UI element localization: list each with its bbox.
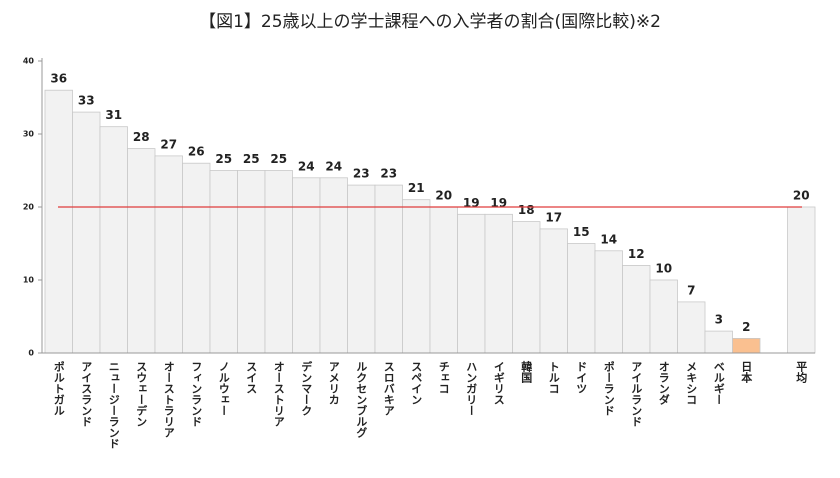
bar [347,184,376,354]
y-tick-label: 0 [28,349,34,358]
value-label: 19 [490,196,507,210]
bar [44,89,73,354]
x-tick-label: スロバキア [382,361,395,416]
bar [154,155,183,354]
x-tick-label: ベルギー [712,361,725,405]
bar [704,330,733,354]
value-label: 27 [160,137,177,151]
x-tick-label: アメリカ [327,361,340,405]
x-tick-label: ノルウェー [217,361,230,416]
value-label: 26 [188,145,205,159]
x-tick-label: イギリス [492,361,505,405]
value-label: 28 [133,130,150,144]
value-label: 20 [793,189,810,203]
x-tick-label: 平均 [795,361,808,384]
value-label: 15 [573,225,590,239]
bar [99,126,128,354]
value-label: 25 [270,152,287,166]
x-tick-label: ポーランド [602,360,615,416]
value-label: 23 [380,167,397,181]
y-tick-label: 10 [23,276,35,285]
x-tick-label: スペイン [410,361,423,405]
bar [127,148,156,354]
value-label: 20 [435,189,452,203]
x-tick-label: デンマーク [300,360,313,416]
value-label: 3 [715,313,723,327]
x-tick-label: トルコ [547,361,560,394]
bar [319,177,348,354]
value-label: 17 [545,210,562,224]
bar [72,111,101,354]
value-label: 33 [78,94,95,108]
bar [649,279,678,354]
x-tick-label: オーストリア [272,361,285,427]
y-tick-label: 40 [23,57,35,66]
x-tick-label: アイルランド [630,361,643,427]
value-label: 25 [215,152,232,166]
x-tick-label: 韓国 [520,360,533,384]
bar [787,206,816,354]
y-tick-label: 30 [23,130,35,139]
x-tick-label: スイス [245,361,258,394]
x-tick-label: ルクセンブルグ [355,361,368,438]
bar [457,213,486,354]
x-tick-label: アイスランド [80,361,93,427]
x-tick-label: ポルトガル [52,360,65,416]
value-label: 7 [687,283,695,297]
bar [264,170,293,354]
bar [429,206,458,354]
value-label: 24 [325,159,342,173]
chart-title: 【図1】25歳以上の学士課程への入学者の割合(国際比較)※2 [199,12,661,32]
value-label: 21 [408,181,425,195]
bar [622,264,651,354]
bar [594,250,623,354]
bar [237,170,266,354]
bar [292,177,321,354]
x-tick-label: ハンガリー [465,361,478,416]
bar [402,199,431,354]
x-tick-label: フィンランド [190,361,203,427]
x-tick-label: ニュージーランド [107,361,120,449]
value-label: 18 [518,203,535,217]
bar [567,243,596,354]
value-label: 23 [353,167,370,181]
value-label: 14 [600,232,617,246]
bar [209,170,238,354]
value-label: 31 [105,108,122,122]
x-tick-label: オーストラリア [162,361,175,438]
x-tick-label: 日本 [740,361,753,384]
value-label: 24 [298,159,315,173]
x-tick-label: ドイツ [575,361,588,394]
y-tick-label: 20 [23,203,35,212]
bar [182,162,211,354]
x-tick-label: スウェーデン [135,361,148,427]
value-label: 12 [628,247,645,261]
value-label: 36 [50,72,67,86]
bar [539,228,568,354]
x-tick-label: チェコ [437,361,450,394]
x-tick-label: オランダ [657,361,670,405]
bar [512,221,541,354]
value-label: 25 [243,152,260,166]
bar [677,301,706,354]
x-tick-label: メキシコ [685,361,698,405]
value-label: 19 [463,196,480,210]
bar [732,337,761,354]
value-label: 10 [655,262,672,276]
value-label: 2 [742,320,750,334]
bar [374,184,403,354]
bar [484,213,513,354]
